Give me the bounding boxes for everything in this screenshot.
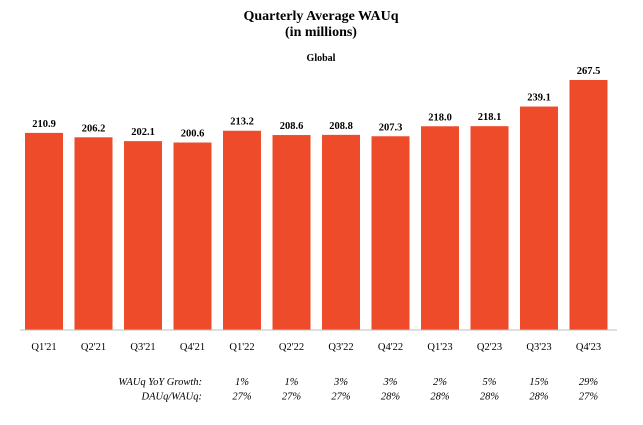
x-tick-label: Q3'22 [328,342,353,353]
bar [124,141,162,330]
footer-value: 27% [282,392,302,403]
bar [470,126,509,331]
footer-value: 15% [529,377,549,388]
x-tick-label: Q2'21 [81,342,106,353]
x-tick-label: Q4'22 [378,342,403,353]
footer-value: 28% [480,392,500,403]
bar-value-label: 239.1 [527,93,551,104]
bar-value-label: 206.2 [82,123,106,134]
x-tick-label: Q4'23 [576,342,601,353]
footer-value: 28% [381,392,401,403]
footer-row-label: DAUq/WAUq: [140,392,202,403]
bar [25,132,63,330]
bar [74,137,113,330]
bar [371,136,410,330]
bar [322,134,360,330]
chart-subtitle: Global [307,53,336,64]
bar-value-label: 267.5 [577,66,601,77]
bar-value-label: 207.3 [379,122,403,133]
bar-value-label: 210.9 [32,119,56,130]
x-tick-label: Q3'21 [130,342,155,353]
x-tick-label: Q2'23 [477,342,502,353]
footer-value: 29% [579,377,599,388]
bar [520,106,558,330]
x-tick-labels: Q1'21 Q2'21 Q3'21 Q4'21 Q1'22 Q2'22 Q3'22 Q4'22… [31,342,601,353]
bars-group: 210.9 206.2 202.1 200.6 213.2 208.6 208.8 207.3… [25,66,608,331]
footer-value: 27% [579,392,599,403]
bar-value-label: 218.0 [428,112,452,123]
x-tick-label: Q4'21 [180,342,205,353]
x-tick-label: Q1'21 [31,342,56,353]
bar [569,80,608,330]
bar-value-label: 208.8 [329,121,353,132]
x-tick-label: Q3'23 [526,342,551,353]
chart-title: Quarterly Average WAUq [243,9,398,24]
bar-value-label: 213.2 [230,117,254,128]
bar-value-label: 218.1 [478,112,502,123]
footer-value: 28% [529,392,549,403]
footer-value: 3% [383,377,398,388]
bar-value-label: 200.6 [181,129,205,140]
footer-value: 27% [331,392,351,403]
bar [272,135,311,330]
footer-row-label: WAUq YoY Growth: [118,377,202,388]
bar [223,130,261,330]
footer-value: 27% [232,392,252,403]
footer-value: 28% [430,392,450,403]
bar-value-label: 208.6 [280,121,304,132]
bar [421,126,459,330]
footer-value: 1% [285,377,299,388]
x-tick-label: Q1'22 [229,342,254,353]
chart-title-line2: (in millions) [285,25,357,40]
x-tick-label: Q1'23 [427,342,452,353]
footer-metrics: WAUq YoY Growth: 1% 1% 3% 3% 2% 5% 15% 29% DAUq/W… [118,377,598,403]
footer-value: 2% [433,377,447,388]
footer-value: 5% [483,377,497,388]
footer-value: 1% [235,377,249,388]
bar [173,142,212,330]
x-tick-label: Q2'22 [279,342,304,353]
footer-value: 3% [333,377,348,388]
bar-value-label: 202.1 [131,127,155,138]
